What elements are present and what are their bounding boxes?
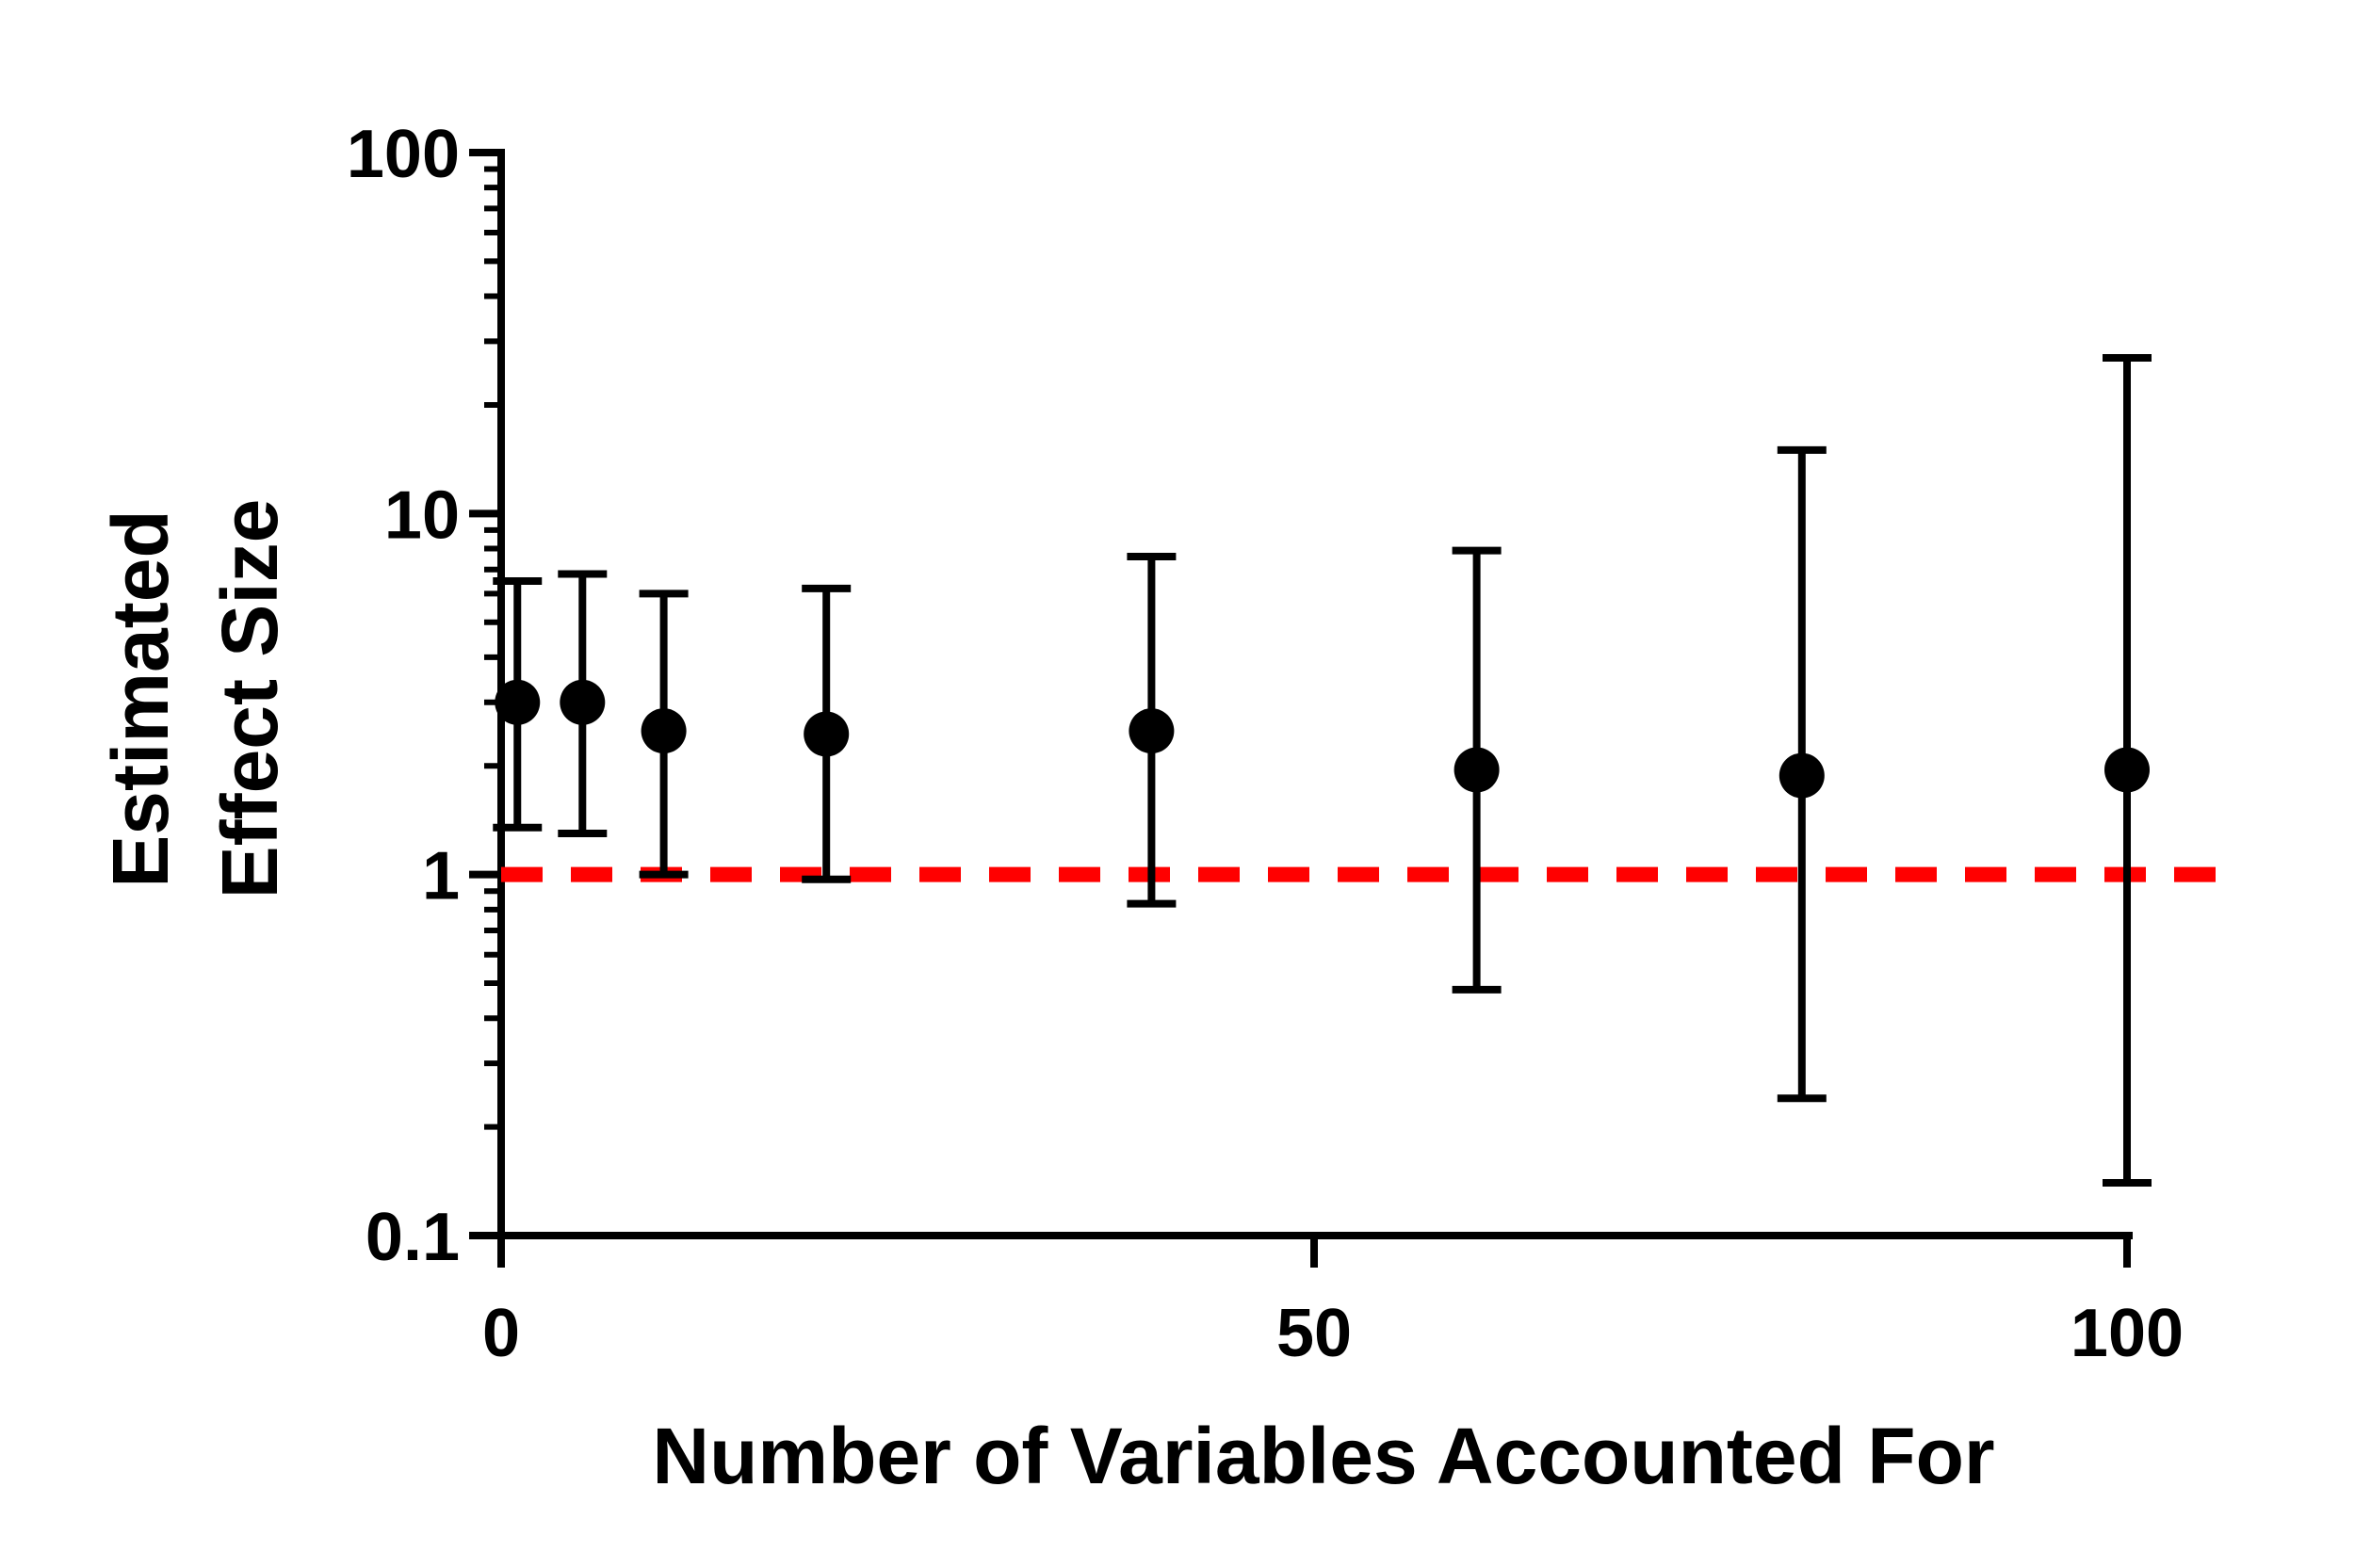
data-marks xyxy=(493,353,2152,1187)
y-tick-label: 0.1 xyxy=(365,1200,460,1275)
data-point-group xyxy=(558,570,608,837)
axes: 0.1 1 10 100 0 50 100 xyxy=(347,117,2184,1371)
data-point-group xyxy=(1777,445,1827,1103)
y-axis-label-line-2: Effect Size xyxy=(205,499,294,899)
data-point-group xyxy=(1452,546,1502,994)
x-tick-label: 100 xyxy=(2071,1296,2184,1371)
x-tick-label: 0 xyxy=(482,1296,520,1371)
data-point xyxy=(1129,708,1175,754)
x-axis-label: Number of Variables Accounted For xyxy=(652,1412,1994,1500)
data-point xyxy=(1778,752,1825,799)
data-point xyxy=(804,711,850,757)
data-point xyxy=(560,679,606,725)
y-tick-label: 100 xyxy=(347,117,460,192)
axis-labels: Number of Variables Accounted For Estima… xyxy=(96,499,1995,1500)
data-point-group xyxy=(1127,553,1177,908)
data-point xyxy=(1454,747,1500,793)
data-point xyxy=(495,679,541,725)
y-tick-label: 10 xyxy=(384,477,460,553)
data-point xyxy=(641,708,687,754)
data-point-group xyxy=(2103,353,2152,1187)
x-tick-label: 50 xyxy=(1276,1296,1352,1371)
data-point-group xyxy=(802,584,852,883)
y-tick-label: 1 xyxy=(422,839,460,914)
data-point-group xyxy=(639,590,689,879)
data-point-group xyxy=(493,577,543,832)
y-axis-label-line-1: Estimated xyxy=(96,509,185,887)
data-point xyxy=(2104,747,2150,793)
